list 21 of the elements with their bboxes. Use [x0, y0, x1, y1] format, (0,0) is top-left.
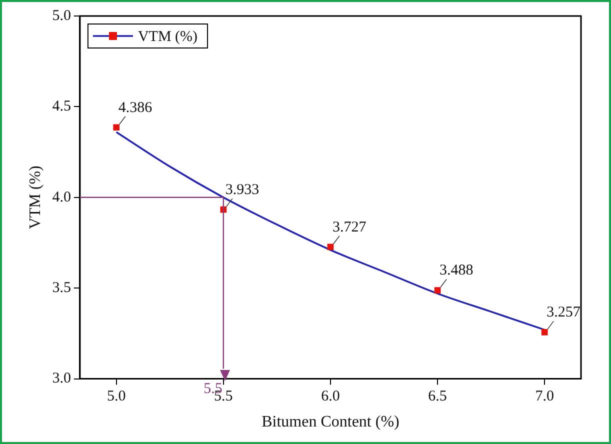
x-tick-label: 6.0	[321, 388, 340, 405]
x-tick-label: 7.0	[535, 388, 554, 405]
y-tick-label: 4.0	[52, 189, 71, 206]
data-label: 3.933	[225, 182, 260, 198]
x-tick-label: 6.5	[428, 388, 447, 405]
legend-label: VTM (%)	[138, 28, 198, 45]
y-tick-label: 4.5	[52, 98, 71, 115]
x-axis-title: Bitumen Content (%)	[262, 414, 400, 431]
point	[327, 244, 334, 250]
data-label: 3.727	[332, 219, 367, 236]
point	[113, 124, 120, 131]
data-label: 3.257	[546, 304, 581, 321]
data-label: 3.488	[440, 262, 474, 279]
y-tick-label: 3.0	[52, 370, 71, 387]
y-tick-label: 5.0	[52, 8, 71, 24]
x-tick-label: 5.0	[106, 388, 126, 405]
data-label: 4.386	[118, 100, 153, 116]
point	[434, 287, 441, 294]
y-axis-title: VTM (%)	[26, 166, 44, 230]
y-tick-label: 3.5	[52, 280, 71, 296]
point	[541, 329, 548, 336]
